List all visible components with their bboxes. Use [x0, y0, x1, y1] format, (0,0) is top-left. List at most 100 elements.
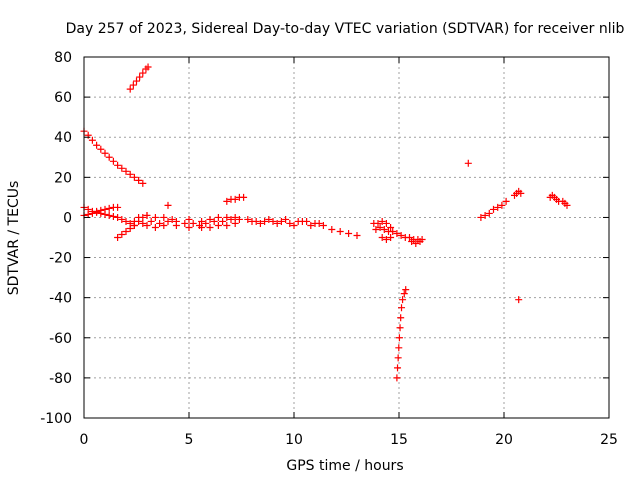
data-point	[319, 221, 327, 229]
data-point	[336, 227, 344, 235]
y-tick-label: -60	[49, 331, 72, 347]
data-point	[389, 227, 397, 235]
data-point	[88, 136, 96, 144]
data-point	[378, 217, 386, 225]
data-point	[160, 221, 168, 229]
data-point	[265, 215, 273, 223]
data-point	[129, 81, 137, 89]
data-point	[105, 211, 113, 219]
data-point	[372, 225, 380, 233]
grid-lines	[84, 57, 609, 418]
x-tick-label: 0	[80, 432, 89, 448]
data-point	[164, 201, 172, 209]
data-point	[382, 236, 390, 244]
data-point	[223, 221, 231, 229]
data-point	[109, 157, 117, 165]
data-point	[114, 203, 122, 211]
data-point	[240, 193, 248, 201]
x-tick-label: 20	[495, 432, 513, 448]
data-point	[464, 159, 472, 167]
data-point	[502, 197, 510, 205]
data-point	[214, 213, 222, 221]
data-point	[399, 296, 407, 304]
data-point	[563, 201, 571, 209]
data-point	[485, 209, 493, 217]
data-point	[397, 231, 405, 239]
data-point	[261, 217, 269, 225]
data-point	[133, 77, 140, 85]
data-point	[144, 63, 152, 71]
y-tick-label: -20	[49, 251, 72, 267]
data-point	[400, 290, 408, 298]
data-point	[412, 240, 420, 248]
data-point	[395, 334, 403, 342]
data-point	[198, 217, 206, 225]
y-tick-label: -40	[49, 291, 72, 307]
data-point	[515, 296, 523, 304]
data-point	[130, 217, 138, 225]
data-point	[387, 234, 395, 241]
data-point	[416, 238, 424, 246]
data-point	[345, 229, 353, 237]
data-point	[139, 219, 147, 227]
data-point	[393, 374, 401, 382]
y-tick-label: -100	[40, 411, 72, 427]
data-point	[477, 213, 485, 221]
data-point	[231, 195, 239, 203]
data-point	[88, 209, 96, 217]
data-point	[277, 217, 285, 225]
data-point	[118, 215, 126, 223]
data-point	[101, 149, 109, 157]
data-point	[223, 213, 231, 221]
data-point	[185, 223, 193, 231]
x-tick-label: 25	[600, 432, 618, 448]
data-point	[353, 231, 361, 239]
x-axis-label: GPS time / hours	[286, 458, 403, 474]
data-point	[219, 217, 227, 225]
data-points	[80, 63, 571, 382]
data-point	[248, 217, 256, 225]
chart-title: Day 257 of 2023, Sidereal Day-to-day VTE…	[66, 21, 625, 37]
data-point	[315, 219, 323, 227]
data-point	[126, 224, 134, 232]
data-point	[227, 215, 235, 223]
data-point	[139, 69, 147, 77]
data-point	[406, 234, 413, 241]
data-point	[143, 221, 151, 229]
data-point	[378, 234, 386, 241]
plot-frame	[83, 56, 610, 419]
data-point	[185, 215, 193, 223]
y-tick-label: -80	[49, 371, 72, 387]
data-point	[143, 211, 151, 219]
y-axis-label: SDTVAR / TECUs	[6, 181, 22, 296]
data-point	[328, 225, 336, 233]
data-point	[490, 205, 497, 213]
data-point	[223, 197, 231, 205]
data-point	[397, 314, 405, 322]
data-point	[151, 223, 159, 231]
data-point	[156, 219, 164, 227]
data-point	[481, 211, 489, 219]
data-point	[93, 207, 101, 215]
data-point	[172, 221, 180, 229]
data-point	[97, 206, 105, 214]
data-point	[394, 364, 402, 372]
data-point	[210, 217, 218, 225]
data-point	[168, 215, 176, 223]
data-point	[286, 219, 294, 227]
data-point	[160, 213, 168, 221]
data-point	[494, 203, 502, 211]
data-point	[376, 223, 384, 231]
tick-labels: 0 5 10 15 20 25 -100 -80 -60 -40 -20 0 20 40 60 80	[40, 50, 618, 448]
data-point	[231, 213, 239, 221]
data-point	[393, 229, 401, 237]
data-point	[93, 141, 101, 149]
data-point	[398, 304, 406, 312]
data-point	[101, 205, 109, 213]
data-point	[206, 223, 214, 231]
data-point	[114, 234, 122, 241]
data-point	[105, 153, 113, 161]
data-point	[244, 215, 252, 223]
data-point	[396, 324, 404, 332]
data-point	[235, 215, 243, 223]
